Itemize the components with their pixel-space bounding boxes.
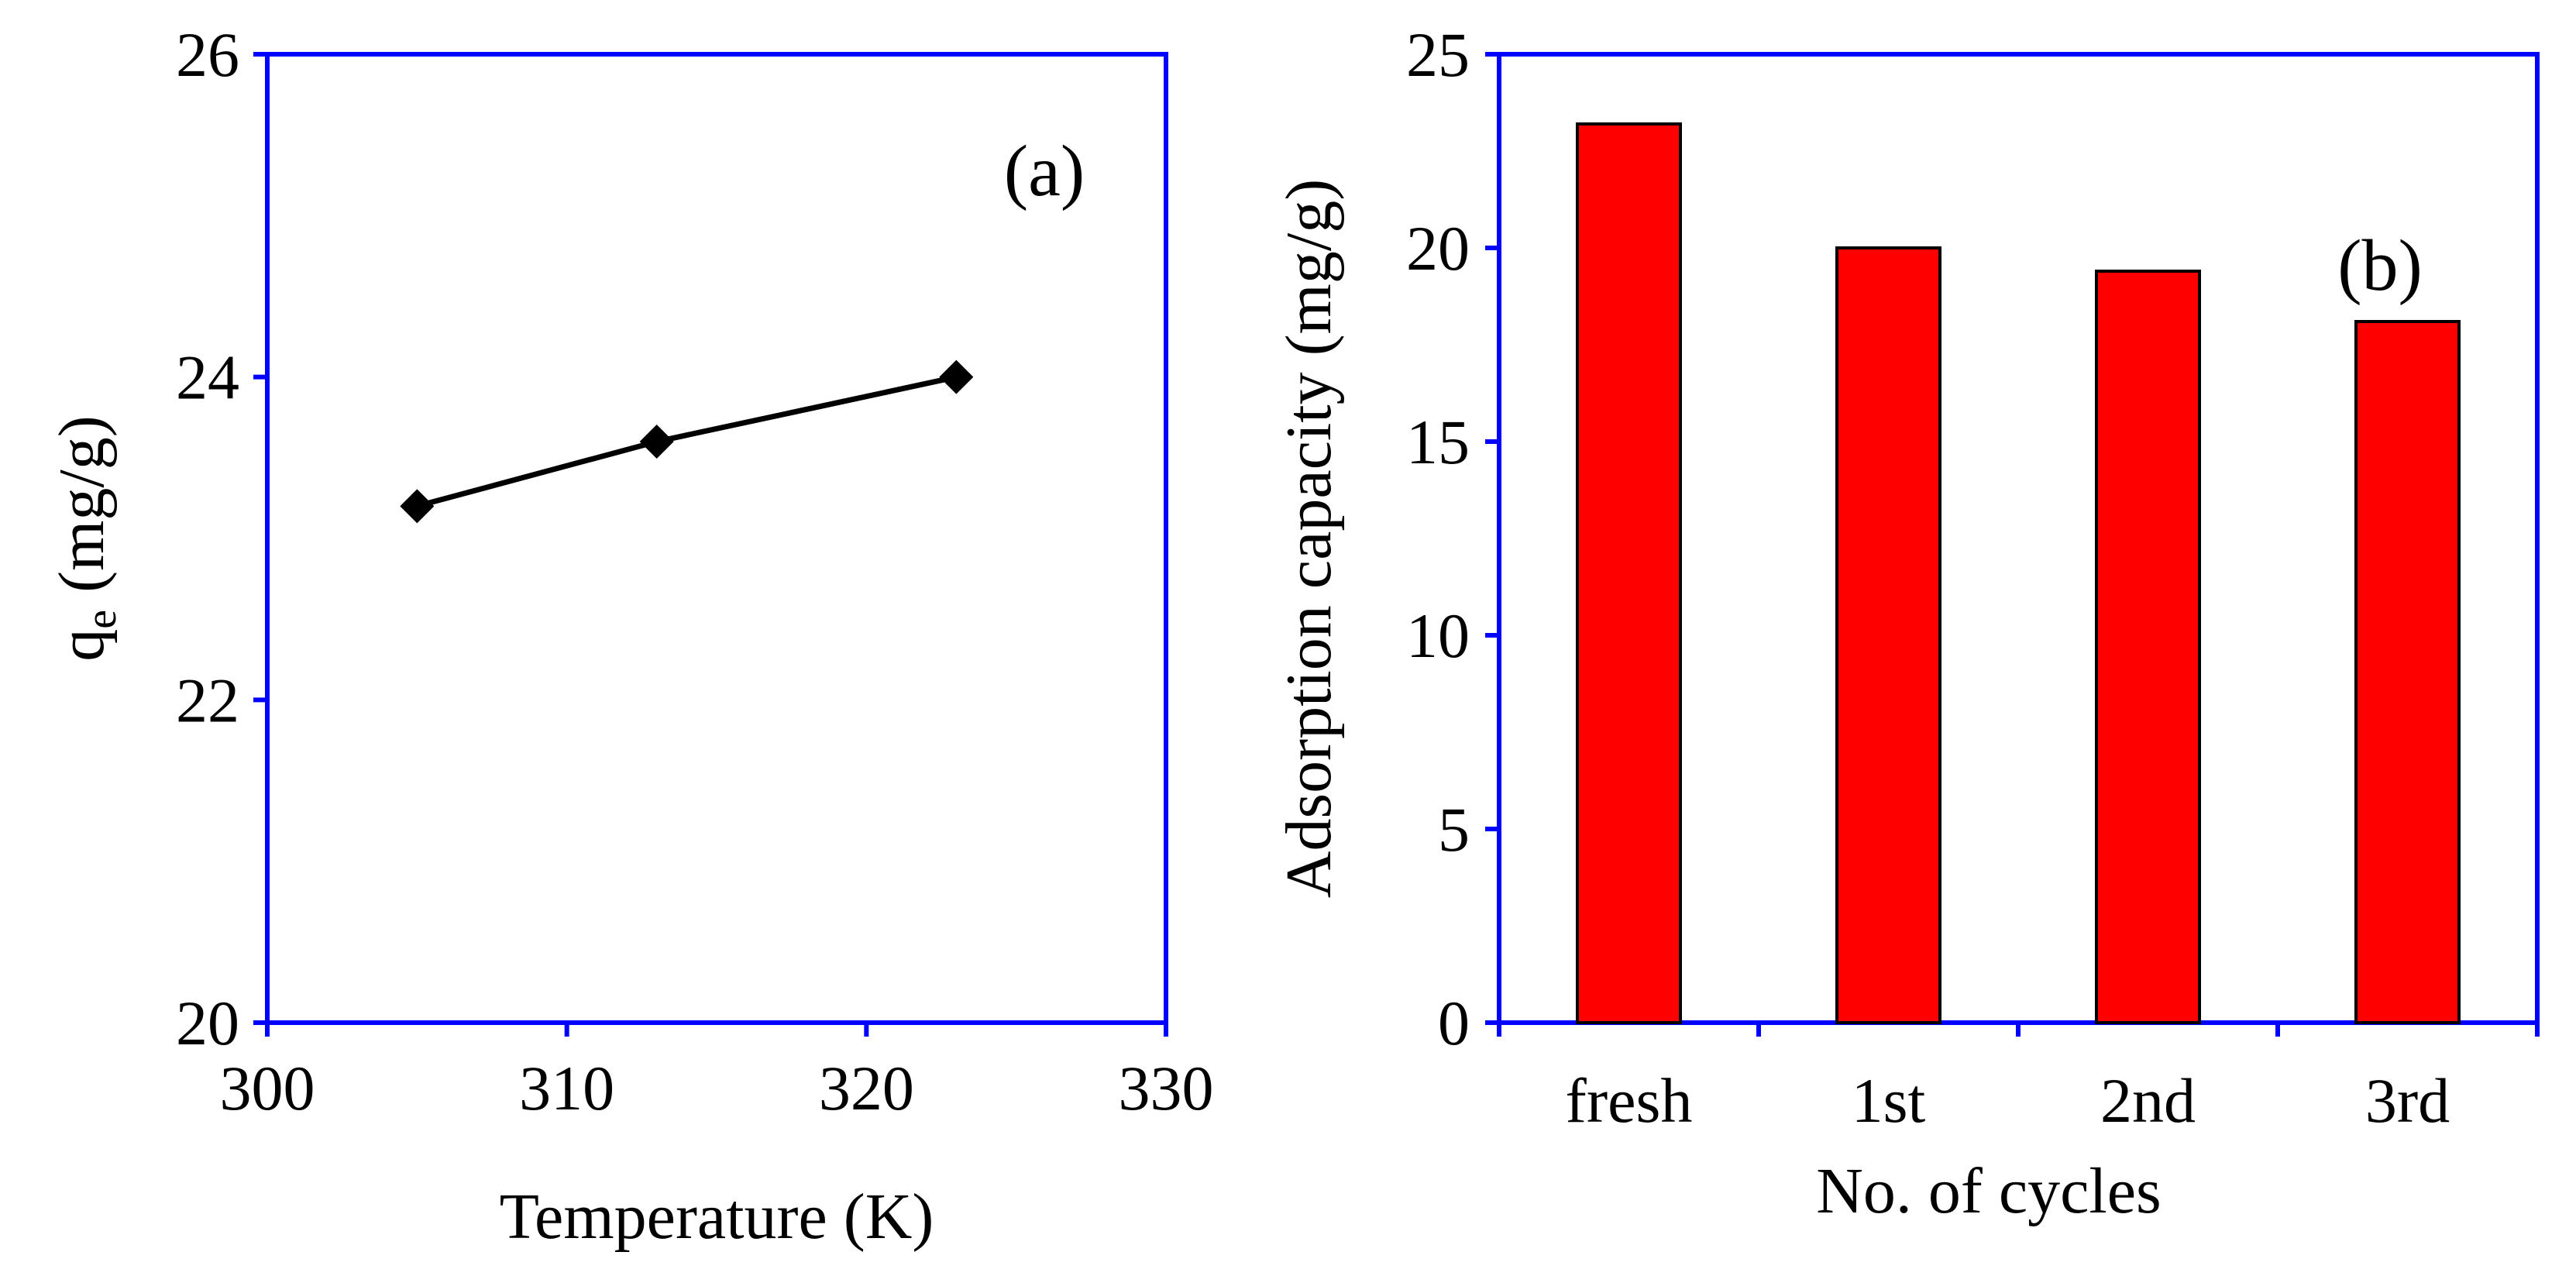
panel-a-x-axis-title: Temperature (K) [500,1181,934,1253]
panel-b-category-label: 1st [1852,1065,1926,1136]
panel-a-y-tick-label: 26 [176,19,239,90]
panel-b-y-tick-label: 20 [1406,213,1470,284]
panel-b-y-tick-label: 25 [1406,19,1470,90]
panel-b-x-ticks: fresh 1st 2nd 3rd [1497,1023,2540,1136]
panel-a-y-tick-label: 22 [176,665,239,735]
panel-b-cycles-chart: 0 5 10 15 20 25 fresh 1st 2nd 3rd (b) No. of cyc… [1273,19,2540,1227]
panel-a-y-tick-label: 20 [176,988,239,1058]
panel-b-category-label: 2nd [2100,1065,2196,1136]
panel-b-x-axis-title: No. of cycles [1816,1155,2162,1227]
panel-a-y-axis-title: qe (mg/g) [46,415,126,661]
panel-b-y-axis-title: Adsorption capacity (mg/g) [1273,179,1345,898]
panel-a-temperature-chart: 20 22 24 26 300 310 320 330 (a) Temperature (K… [46,19,1214,1253]
qe-series-points [400,359,974,524]
panel-a-x-ticks: 300 310 320 330 [220,1023,1214,1123]
panel-a-y-ticks: 20 22 24 26 [176,19,267,1058]
qe-data-point [400,489,435,524]
panel-b-y-tick-label: 10 [1406,600,1470,671]
panel-b-y-ticks: 0 5 10 15 20 25 [1406,19,1499,1058]
bar-3rd [2354,320,2461,1024]
qe-data-point [939,359,974,394]
panel-b-y-tick-label: 5 [1438,794,1470,865]
bar-fresh [1576,122,1682,1024]
panel-a-x-tick-label: 320 [819,1053,914,1123]
panel-a-y-axis-subscript: e [77,610,126,629]
panel-b-label: (b) [2337,225,2423,306]
panel-a-y-tick-label: 24 [176,342,239,413]
panel-a-x-tick-label: 310 [519,1053,614,1123]
qe-series-line [416,374,958,509]
panel-a-plot-frame [265,52,1168,1025]
panel-b-category-label: 3rd [2365,1065,2450,1136]
panel-a-y-axis-symbol: q [46,629,118,662]
bar-1st [1835,246,1941,1024]
qe-data-point [639,425,674,459]
panel-b-y-tick-label: 0 [1438,988,1470,1058]
panel-b-category-label: fresh [1566,1065,1693,1136]
panel-a-x-tick-label: 300 [220,1053,315,1123]
panel-a-x-tick-label: 330 [1119,1053,1214,1123]
bar-2nd [2095,270,2201,1024]
panel-a-label: (a) [1004,131,1085,212]
panel-a-y-axis-unit: (mg/g) [46,415,118,593]
panel-b-y-tick-label: 15 [1406,407,1470,477]
panel-b-bars [1576,122,2461,1024]
